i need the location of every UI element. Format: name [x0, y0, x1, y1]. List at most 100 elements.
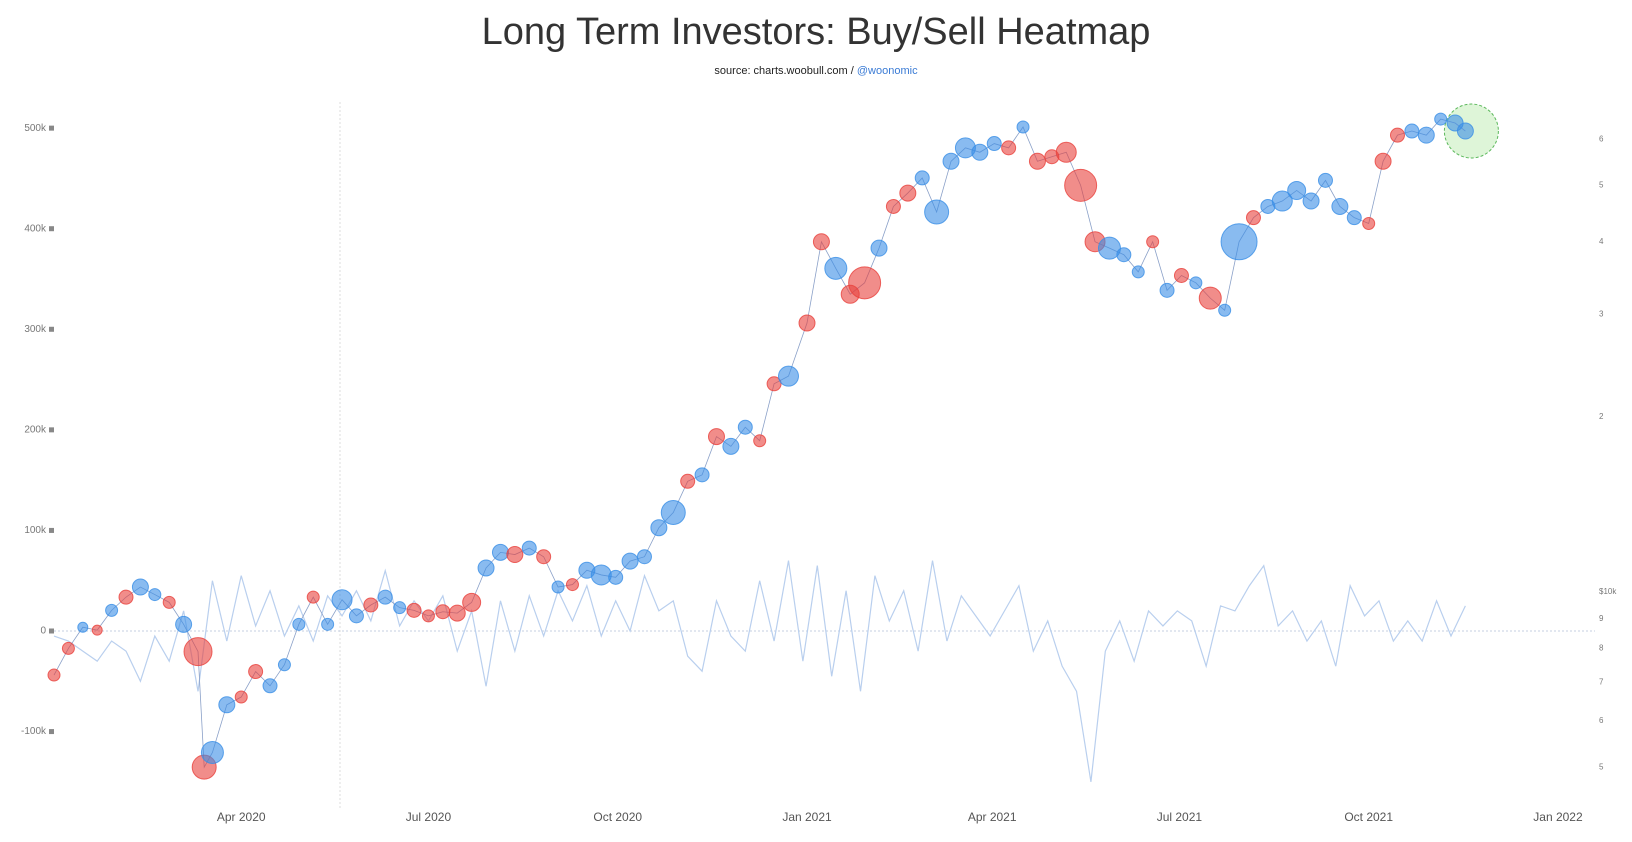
- bubble: [1404, 123, 1420, 139]
- bubble: [885, 198, 901, 214]
- bubble: [777, 365, 799, 387]
- bubble: [435, 604, 451, 620]
- bubble: [162, 595, 176, 609]
- y2-tick-label: 3: [1599, 310, 1604, 319]
- bubble: [218, 696, 236, 714]
- bubble: [1389, 127, 1405, 143]
- bubble: [722, 437, 740, 455]
- bubble: [650, 519, 668, 537]
- bubble: [1198, 286, 1222, 310]
- y-tick-mark: [49, 125, 54, 131]
- bubble: [477, 559, 495, 577]
- bubble: [1362, 216, 1376, 230]
- bubble: [660, 499, 686, 525]
- bubble: [200, 740, 224, 764]
- bubble: [1456, 122, 1474, 140]
- y2-tick-label: 9: [1599, 614, 1604, 623]
- bubble: [914, 170, 930, 186]
- x-tick-label: Jan 2022: [1533, 810, 1583, 824]
- bubble: [1331, 197, 1349, 215]
- y-tick-label: 100k: [24, 525, 47, 536]
- bubble: [506, 546, 524, 564]
- bubble: [363, 597, 379, 613]
- bubble: [798, 314, 816, 332]
- bubble: [766, 376, 782, 392]
- bubble: [262, 678, 278, 694]
- bubble: [521, 540, 537, 556]
- bubble: [737, 419, 753, 435]
- bubble: [234, 690, 248, 704]
- bubble: [175, 615, 193, 633]
- bubble: [636, 549, 652, 565]
- bubble: [1271, 190, 1293, 212]
- bubble: [462, 592, 482, 612]
- bubble: [183, 637, 213, 667]
- bubble: [848, 266, 882, 300]
- y2-tick-label: 8: [1599, 644, 1604, 653]
- subtitle-link[interactable]: @woonomic: [857, 65, 918, 77]
- price-line: [53, 118, 1466, 769]
- bubble: [61, 641, 75, 655]
- bubble: [321, 617, 335, 631]
- y-tick-label: 400k: [24, 223, 47, 234]
- bubble: [148, 588, 162, 602]
- bubble: [1317, 172, 1333, 188]
- y2-tick-label: 6: [1599, 716, 1604, 725]
- bubble: [1417, 126, 1435, 144]
- bubble: [924, 199, 950, 225]
- x-tick-label: Jan 2021: [782, 810, 832, 824]
- bubble: [824, 256, 848, 280]
- bubble: [277, 658, 291, 672]
- y2-tick-label: 6: [1599, 134, 1604, 143]
- bubble: [590, 564, 612, 586]
- x-tick-label: Apr 2021: [968, 810, 1017, 824]
- bubble: [131, 578, 149, 596]
- y-tick-mark: [49, 628, 54, 634]
- y-tick-label: 0: [40, 626, 46, 637]
- bubble: [1346, 210, 1362, 226]
- bubble: [421, 609, 435, 623]
- y-tick-label: -100k: [21, 726, 47, 737]
- bubble: [105, 603, 119, 617]
- bubble: [118, 589, 134, 605]
- y-tick-mark: [49, 729, 54, 735]
- bubble: [1055, 141, 1077, 163]
- y-tick-label: 200k: [24, 424, 47, 435]
- bubble: [448, 604, 466, 622]
- y-tick-mark: [49, 427, 54, 433]
- x-tick-label: Jul 2021: [1157, 810, 1203, 824]
- bubble: [377, 589, 393, 605]
- bubble: [292, 617, 306, 631]
- bubble: [331, 589, 353, 611]
- bubble: [1173, 268, 1189, 284]
- bubble: [1374, 152, 1392, 170]
- x-tick-label: Oct 2020: [593, 810, 642, 824]
- y2-tick-label: 7: [1599, 677, 1604, 686]
- bubble: [565, 578, 579, 592]
- y2-tick-label: 4: [1599, 237, 1604, 246]
- bubble: [551, 580, 565, 594]
- bubble: [91, 624, 103, 636]
- bubble: [1064, 168, 1098, 202]
- bubble: [707, 428, 725, 446]
- bubble: [1287, 180, 1307, 200]
- y-tick-mark: [49, 326, 54, 332]
- bubble: [406, 602, 422, 618]
- bubble: [1116, 247, 1132, 263]
- y-tick-mark: [49, 226, 54, 232]
- x-tick-label: Apr 2020: [217, 810, 266, 824]
- bubble: [1220, 223, 1258, 261]
- subtitle: source: charts.woobull.com / @woonomic: [714, 65, 918, 77]
- bubble: [1001, 140, 1017, 156]
- bubble: [986, 136, 1002, 152]
- bubble: [306, 590, 320, 604]
- y-tick-label: 300k: [24, 324, 47, 335]
- y-tick-label: 500k: [24, 123, 47, 134]
- x-tick-label: Jul 2020: [406, 810, 452, 824]
- bubble: [1218, 303, 1232, 317]
- chart-title: Long Term Investors: Buy/Sell Heatmap: [482, 11, 1151, 53]
- bubble: [1245, 210, 1261, 226]
- bubble: [1016, 120, 1030, 134]
- bubble: [621, 552, 639, 570]
